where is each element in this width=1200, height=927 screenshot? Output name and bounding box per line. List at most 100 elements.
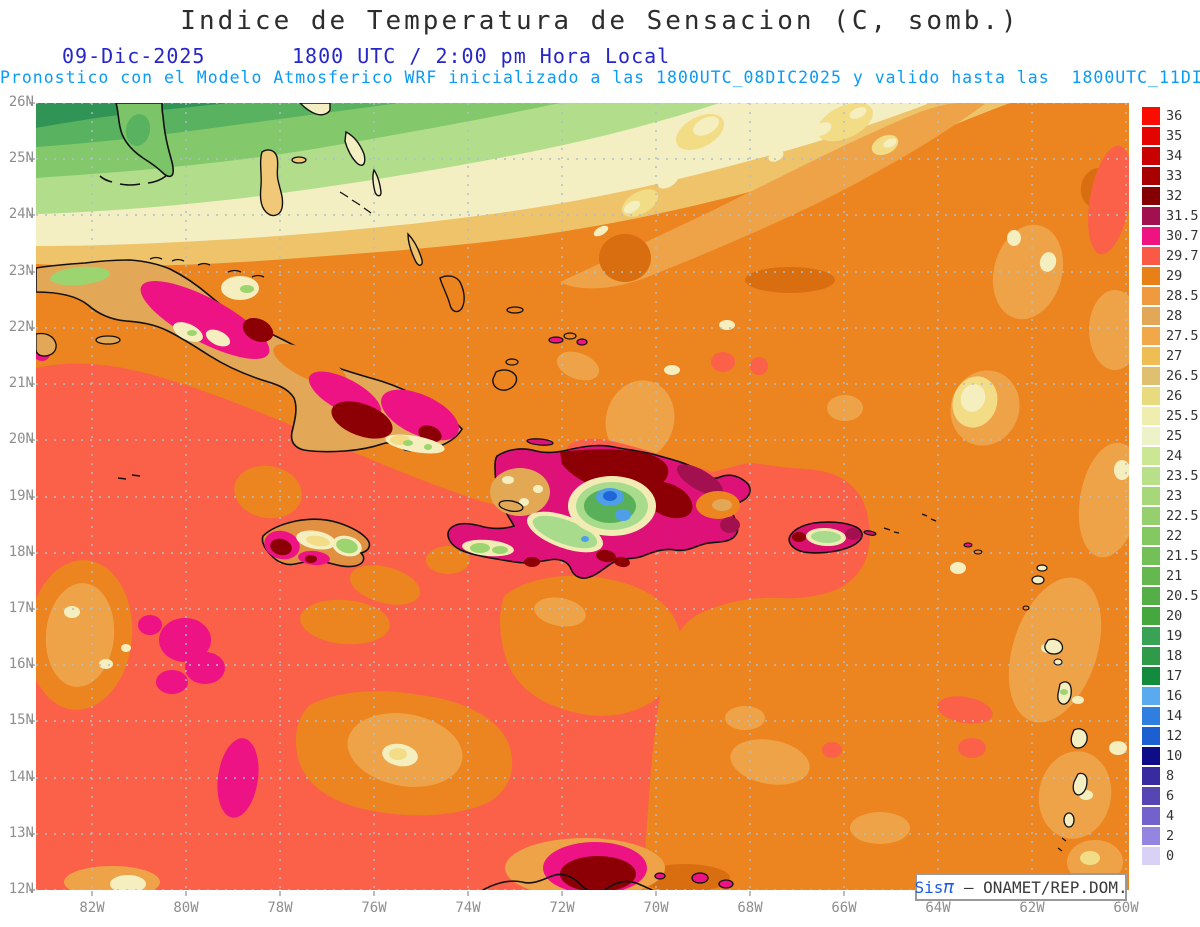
colorbar-cell-23 (1141, 486, 1161, 506)
colorbar-label-20.5: 20.5 (1166, 588, 1199, 604)
colorbar-label-8: 8 (1166, 768, 1175, 784)
colorbar-cell-33 (1141, 166, 1161, 186)
northeast-streaks (560, 103, 985, 289)
great-inagua (492, 369, 518, 391)
page-title: Indice de Temperatura de Sensacion (C, s… (180, 6, 1020, 36)
colorbar-cell-2 (1141, 826, 1161, 846)
colorbar-label-10: 10 (1166, 748, 1183, 764)
st-lucia (1072, 772, 1088, 796)
colorbar-cell-35 (1141, 126, 1161, 146)
lon-label-74W: 74W (455, 900, 481, 916)
cuba-landmass (36, 256, 463, 454)
colorbar-cell-22.5 (1141, 506, 1161, 526)
lon-label-82W: 82W (79, 900, 105, 916)
colorbar-label-31.5: 31.5 (1166, 208, 1199, 224)
martinique (1070, 728, 1088, 749)
colorbar-label-14: 14 (1166, 708, 1183, 724)
andros-island (259, 149, 284, 217)
colorbar-cell-31.5 (1141, 206, 1161, 226)
lat-label-19N: 19N (8, 488, 34, 504)
colorbar-label-36: 36 (1166, 108, 1183, 124)
cayman-islands (117, 474, 141, 480)
colorbar-cell-30.7 (1141, 226, 1161, 246)
colorbar-cell-21.5 (1141, 546, 1161, 566)
colorbar-cell-25.5 (1141, 406, 1161, 426)
colorbar-label-23: 23 (1166, 488, 1183, 504)
colorbar-label-35: 35 (1166, 128, 1183, 144)
lat-label-13N: 13N (8, 825, 34, 841)
lat-label-15N: 15N (8, 712, 34, 728)
colorbar-cell-26 (1141, 386, 1161, 406)
forecast-note: Pronostico con el Modelo Atmosferico WRF… (0, 68, 1200, 87)
tortue-island (526, 438, 554, 446)
lon-label-76W: 76W (361, 900, 387, 916)
crooked-acklins (439, 275, 465, 313)
colorbar-label-16: 16 (1166, 688, 1183, 704)
colorbar-cell-34 (1141, 146, 1161, 166)
lat-label-24N: 24N (8, 206, 34, 222)
lat-label-26N: 26N (8, 94, 34, 110)
colorbar-label-25: 25 (1166, 428, 1183, 444)
colorbar-cell-20 (1141, 606, 1161, 626)
south-america-coast (481, 838, 734, 890)
colorbar-label-2: 2 (1166, 828, 1175, 844)
colorbar-label-23.5: 23.5 (1166, 468, 1199, 484)
colorbar-cell-16 (1141, 686, 1161, 706)
colorbar-label-32: 32 (1166, 188, 1183, 204)
jamaica-landmass (261, 518, 371, 568)
colorbar-cell-20.5 (1141, 586, 1161, 606)
colorbar-cell-4 (1141, 806, 1161, 826)
colorbar-cell-below-0 (1141, 866, 1161, 886)
colorbar-cell-24 (1141, 446, 1161, 466)
map-plot-area (36, 103, 1129, 890)
colorbar-cell-32 (1141, 186, 1161, 206)
hispaniola-landmass (447, 438, 751, 579)
colorbar-label-26: 26 (1166, 388, 1183, 404)
colorbar-label-33: 33 (1166, 168, 1183, 184)
colorbar-label-29.7: 29.7 (1166, 248, 1199, 264)
colorbar-cell-36 (1141, 106, 1161, 126)
colorbar-label-21.5: 21.5 (1166, 548, 1199, 564)
orange-patches-in-salmon (36, 465, 682, 890)
turks-caicos (548, 336, 564, 344)
watermark-brand: Sis (914, 877, 944, 897)
graticule-grid (36, 103, 1129, 890)
colorbar-cell-10 (1141, 746, 1161, 766)
colorbar-label-26.5: 26.5 (1166, 368, 1199, 384)
colorbar-cell-8 (1141, 766, 1161, 786)
colorbar-label-19: 19 (1166, 628, 1183, 644)
colorbar-cell-14 (1141, 706, 1161, 726)
lat-label-21N: 21N (8, 375, 34, 391)
colorbar-label-4: 4 (1166, 808, 1175, 824)
colorbar-label-18: 18 (1166, 648, 1183, 664)
colorbar-cell-27.5 (1141, 326, 1161, 346)
colorbar-label-6: 6 (1166, 788, 1175, 804)
bahamas-islands (259, 103, 588, 391)
colorbar-cell-23.5 (1141, 466, 1161, 486)
colorbar-label-28.5: 28.5 (1166, 288, 1199, 304)
colorbar-cell-29.7 (1141, 246, 1161, 266)
valid-date: 09-Dic-2025 (62, 44, 206, 68)
antigua (1031, 575, 1045, 585)
gonave-island (498, 500, 524, 512)
virgin-islands (883, 527, 900, 534)
colorbar-cell-26.5 (1141, 366, 1161, 386)
colorbar-label-22.5: 22.5 (1166, 508, 1199, 524)
lat-label-14N: 14N (8, 769, 34, 785)
guadeloupe (1044, 638, 1064, 655)
colorbar-label-34: 34 (1166, 148, 1183, 164)
colorbar-label-20: 20 (1166, 608, 1183, 624)
lon-label-80W: 80W (173, 900, 199, 916)
lon-label-64W: 64W (925, 900, 951, 916)
colorbar-label-21: 21 (1166, 568, 1183, 584)
valid-time: 1800 UTC / 2:00 pm Hora Local (292, 44, 671, 68)
colorbar-label-29: 29 (1166, 268, 1183, 284)
colorbar-cell-6 (1141, 786, 1161, 806)
colorbar-label-0: 0 (1166, 848, 1175, 864)
colorbar-label-22: 22 (1166, 528, 1183, 544)
watermark-org: – ONAMET/REP.DOM. (954, 877, 1128, 897)
colorbar-label-27.5: 27.5 (1166, 328, 1199, 344)
lat-label-17N: 17N (8, 600, 34, 616)
